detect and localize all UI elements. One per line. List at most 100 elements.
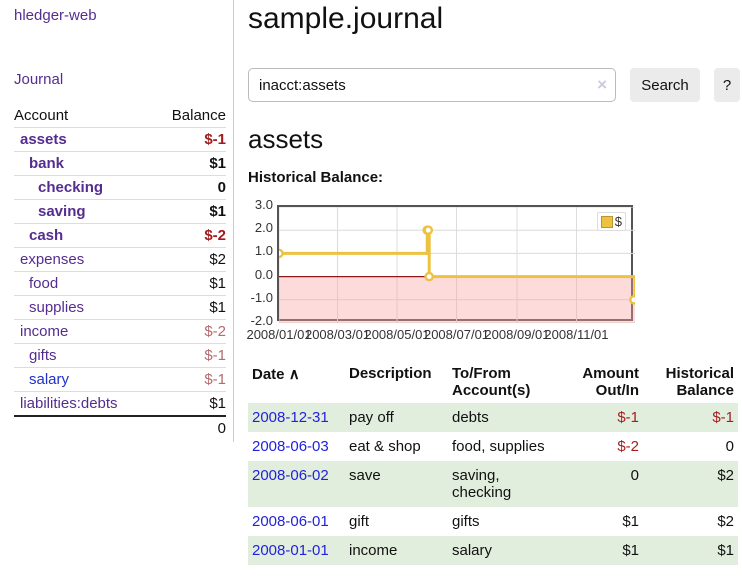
y-axis-tick-label: 3.0	[254, 197, 273, 212]
register-row: 2008-01-01 income salary $1 $1	[248, 536, 738, 565]
accounts-table: Account Balance assets $-1 bank $1 checking 0…	[14, 104, 226, 439]
accounts-table-header: Account Balance	[14, 104, 226, 127]
account-balance: $-1	[204, 131, 226, 148]
chart-heading: Historical Balance:	[248, 169, 384, 186]
legend-label: $	[614, 214, 622, 229]
register-header-amount: Amount Out/In	[582, 365, 639, 399]
account-row: cash $-2	[14, 223, 226, 247]
register-row: 2008-12-31 pay off debts $-1 $-1	[248, 403, 738, 432]
register-description: pay off	[345, 403, 448, 432]
transaction-date-link[interactable]: 2008-01-01	[252, 542, 329, 559]
x-axis-tick-label: 2008/03/01	[304, 327, 371, 342]
account-row: salary $-1	[14, 367, 226, 391]
search-button[interactable]: Search	[630, 68, 700, 102]
transaction-date-link[interactable]: 2008-06-03	[252, 438, 329, 455]
account-row: expenses $2	[14, 247, 226, 271]
historical-balance-chart: $ 3.0 2.0 1.0 0.0 -1.0 -2.0 2008/01/01 2008/03…	[246, 197, 740, 345]
account-link-checking[interactable]: checking	[38, 179, 104, 196]
account-row: income $-2	[14, 319, 226, 343]
account-row: gifts $-1	[14, 343, 226, 367]
register-description: income	[345, 536, 448, 565]
register-accounts: debts	[448, 403, 560, 432]
account-link-saving[interactable]: saving	[38, 203, 86, 220]
x-axis-tick-label: 2008/09/01	[484, 327, 550, 342]
account-balance: $1	[209, 275, 226, 292]
account-balance: $-2	[204, 323, 226, 340]
register-balance: 0	[725, 438, 734, 455]
accounts-total-value: 0	[217, 419, 226, 437]
account-balance: $1	[209, 395, 226, 412]
account-balance: $-1	[204, 347, 226, 364]
register-accounts: gifts	[452, 513, 480, 530]
account-link-bank[interactable]: bank	[29, 155, 65, 172]
register-amount: $1	[560, 536, 643, 565]
register-description: gift	[349, 513, 370, 530]
account-balance: $1	[209, 299, 226, 316]
account-link-cash[interactable]: cash	[29, 227, 64, 244]
x-axis-tick-label: 2008/07/01	[423, 327, 490, 342]
account-title: assets	[248, 124, 324, 154]
register-balance: $2	[717, 513, 734, 530]
register-accounts: salary	[448, 536, 560, 565]
account-link-assets[interactable]: assets	[20, 131, 67, 148]
y-axis-tick-label: -2.0	[250, 313, 273, 328]
app-brand-link[interactable]: hledger-web	[14, 7, 97, 24]
help-button[interactable]: ?	[714, 68, 740, 102]
account-balance: $1	[209, 203, 226, 220]
register-amount: $1	[622, 513, 639, 530]
account-link-gifts[interactable]: gifts	[29, 347, 57, 364]
y-axis-tick-label: -1.0	[250, 289, 273, 305]
account-row: saving $1	[14, 199, 226, 223]
account-link-liabilities-debts[interactable]: liabilities:debts	[20, 395, 118, 412]
accounts-header-balance: Balance	[171, 107, 226, 124]
main-content: sample.journal × Search ? assets Histori…	[246, 0, 740, 582]
register-header-row: Date ∧ Description To/From Account(s) Am…	[248, 360, 738, 403]
register-balance: $1	[643, 536, 738, 565]
register-row: 2008-06-03 eat & shop food, supplies $-2 0	[248, 432, 738, 461]
account-row: food $1	[14, 271, 226, 295]
sort-asc-icon: ∧	[288, 366, 300, 383]
register-balance: $2	[643, 461, 738, 507]
account-row: liabilities:debts $1	[14, 391, 226, 415]
y-axis-tick-label: 2.0	[254, 220, 273, 236]
account-link-food[interactable]: food	[29, 275, 59, 292]
account-row: assets $-1	[14, 127, 226, 151]
accounts-header-account: Account	[14, 107, 69, 124]
register-header-date[interactable]: Date ∧	[252, 366, 300, 383]
account-link-supplies[interactable]: supplies	[29, 299, 85, 316]
x-axis-tick-label: 2008/01/01	[246, 327, 312, 342]
sidebar-item-journal[interactable]: Journal	[14, 71, 64, 88]
transaction-date-link[interactable]: 2008-06-01	[252, 513, 329, 530]
x-axis-tick-label: 2008/05/01	[364, 327, 430, 342]
clear-search-icon[interactable]: ×	[597, 75, 607, 94]
transaction-date-link[interactable]: 2008-12-31	[252, 409, 329, 426]
chart-plot-area: $	[277, 205, 635, 323]
register-table: Date ∧ Description To/From Account(s) Am…	[248, 360, 738, 565]
register-description: eat & shop	[349, 438, 421, 455]
account-link-income[interactable]: income	[20, 323, 69, 340]
x-axis-tick-label: 2008/11/01	[544, 327, 609, 342]
register-row: 2008-06-02 save saving, checking 0 $2	[248, 461, 738, 507]
account-balance: $-1	[204, 371, 226, 388]
accounts-total-row: 0	[14, 415, 226, 439]
register-amount: $-1	[560, 403, 643, 432]
register-header-description: Description	[349, 365, 432, 382]
register-amount: $-2	[617, 438, 639, 455]
register-accounts: saving, checking	[448, 461, 560, 507]
account-row: checking 0	[14, 175, 226, 199]
account-link-expenses[interactable]: expenses	[20, 251, 85, 268]
search-bar: × Search ?	[248, 68, 740, 102]
search-input[interactable]	[248, 68, 616, 102]
account-row: bank $1	[14, 151, 226, 175]
register-amount: 0	[560, 461, 643, 507]
account-link-salary[interactable]: salary	[29, 371, 70, 388]
legend-swatch-icon	[600, 215, 613, 228]
account-balance: 0	[217, 179, 226, 196]
account-balance: $-2	[204, 227, 226, 244]
register-row: 2008-06-01 gift gifts $1 $2	[248, 507, 738, 536]
transaction-date-link[interactable]: 2008-06-02	[252, 467, 329, 484]
register-accounts: food, supplies	[452, 438, 545, 455]
account-balance: $1	[209, 155, 226, 172]
y-axis-tick-label: 1.0	[254, 243, 273, 259]
y-axis-tick-label: 0.0	[254, 266, 273, 282]
